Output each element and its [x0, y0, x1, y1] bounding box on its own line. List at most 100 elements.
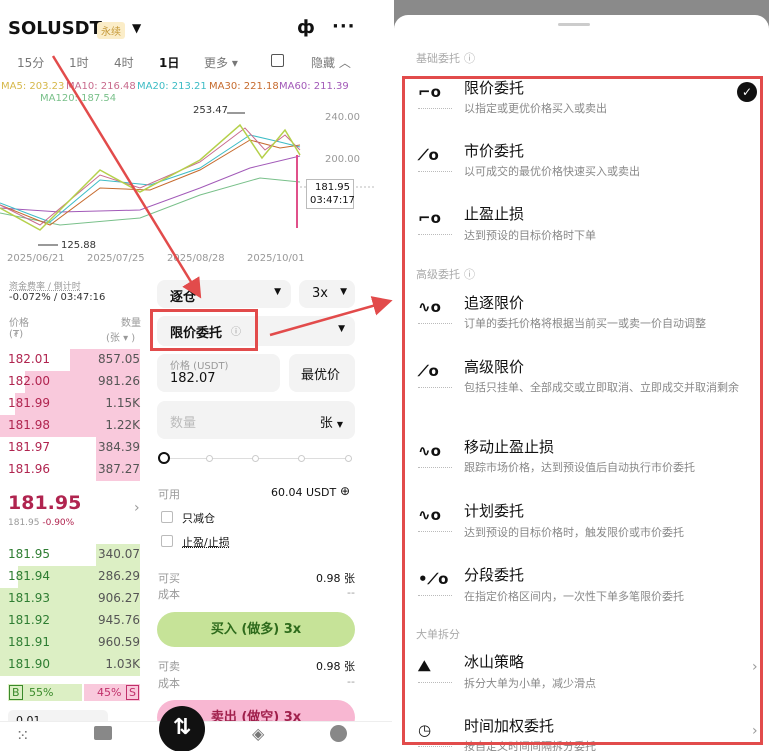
- hide-label: 隐藏: [311, 56, 336, 70]
- bid-row[interactable]: 181.91 960.59: [0, 632, 140, 654]
- slider-stop[interactable]: [206, 455, 213, 462]
- order-price: 181.97: [8, 440, 50, 454]
- info-icon[interactable]: ⓘ: [231, 327, 241, 338]
- buy-label: B: [9, 685, 23, 700]
- date-tick: 2025/08/28: [167, 253, 225, 264]
- order-type-option[interactable]: ⌐o 止盈止损 达到预设的目标价格时下单: [394, 203, 769, 255]
- date-tick: 2025/10/01: [247, 253, 305, 264]
- cost-label: 成本: [158, 588, 180, 601]
- compass-icon[interactable]: ◈: [252, 724, 265, 743]
- order-type-option[interactable]: ⟋o 市价委托 以可成交的最优价格快速买入或卖出: [394, 140, 769, 191]
- mark-price: 181.95: [8, 518, 40, 528]
- depth-bar: [96, 544, 140, 566]
- chevron-right-icon[interactable]: ›: [134, 500, 140, 516]
- trade-swap-icon[interactable]: ⇅: [159, 706, 205, 751]
- info-icon[interactable]: ⓘ: [464, 268, 475, 281]
- ma60-label: MA60: 211.39: [279, 81, 349, 92]
- leverage-value: 3x: [312, 286, 328, 301]
- order-type-option[interactable]: ∿o 移动止盈止损 跟踪市场价格，达到预设值后自动执行市价委托: [394, 436, 769, 487]
- option-title: 止盈止损: [464, 205, 525, 223]
- symbol-title[interactable]: SOLUSDT: [8, 18, 102, 39]
- order-type-option[interactable]: ⛰ 冰山策略 拆分大单为小单，减少滑点 ›: [394, 651, 769, 703]
- order-price: 182.01: [8, 352, 50, 366]
- tp-sl-label[interactable]: 止盈/止损: [182, 536, 230, 549]
- order-price: 181.90: [8, 657, 50, 671]
- order-price: 181.92: [8, 613, 50, 627]
- add-funds-icon[interactable]: ⊕: [340, 484, 351, 498]
- depth-bar: [0, 654, 140, 676]
- order-type-sheet: 基础委托 ⓘ ⌐o 限价委托 以指定或更优价格买入或卖出 ✓ ⟋o 市价委托 以可成交的最优价格…: [394, 0, 769, 751]
- option-desc: 按自定义时间间隔拆分委托: [464, 740, 596, 751]
- order-type-option[interactable]: ∿o 计划委托 达到预设的目标价格时，触发限价或市价委托: [394, 500, 769, 552]
- tp-sl-checkbox[interactable]: [161, 535, 173, 547]
- scaled-order-icon: •⟋o: [418, 570, 452, 596]
- low-label: 125.88: [61, 240, 96, 251]
- reduce-only-checkbox[interactable]: [161, 511, 173, 523]
- order-type-option[interactable]: •⟋o 分段委托 在指定价格区间内，一次性下单多笔限价委托: [394, 564, 769, 616]
- trailing-stop-icon: ∿o: [418, 442, 452, 468]
- tab-4h[interactable]: 4时: [114, 56, 134, 70]
- option-desc: 跟踪市场价格，达到预设值后自动执行市价委托: [464, 461, 695, 474]
- order-qty: 340.07: [98, 547, 140, 561]
- perpetual-badge: 永续: [97, 22, 125, 39]
- sell-pct: 45%: [97, 686, 122, 699]
- qty-unit-select[interactable]: (张 ▾ ): [106, 333, 136, 344]
- buy-pct: 55%: [29, 686, 54, 699]
- price-input[interactable]: 价格 (USDT) 182.07: [157, 354, 280, 392]
- slider-handle[interactable]: [158, 452, 170, 464]
- quantity-input[interactable]: 数量 张 ▼: [157, 401, 355, 439]
- bid-row[interactable]: 181.93 906.27: [0, 588, 140, 610]
- funding-label[interactable]: 资金费率 / 倒计时: [9, 282, 81, 292]
- option-title: 时间加权委托: [464, 717, 555, 735]
- bid-row[interactable]: 181.92 945.76: [0, 610, 140, 632]
- buy-long-button[interactable]: 买入 (做多) 3x: [157, 612, 355, 647]
- order-price: 181.96: [8, 462, 50, 476]
- order-price: 181.94: [8, 569, 50, 583]
- price-chart[interactable]: [0, 100, 375, 250]
- best-price-button[interactable]: 最优价: [289, 354, 355, 392]
- qty-unit-select[interactable]: 张 ▼: [319, 416, 343, 431]
- tab-15m[interactable]: 15分: [17, 56, 45, 70]
- order-type-option[interactable]: ⟋o 高级限价 包括只挂单、全部成交或立即取消、立即成交并取消剩余: [394, 356, 769, 408]
- drag-handle[interactable]: [558, 23, 590, 26]
- section-title: 大单拆分: [416, 628, 460, 641]
- bid-row[interactable]: 181.90 1.03K: [0, 654, 140, 676]
- candlestick-icon[interactable]: ф: [297, 17, 315, 38]
- chart-icon[interactable]: [94, 726, 112, 740]
- slider-stop[interactable]: [298, 455, 305, 462]
- more-icon[interactable]: ···: [332, 16, 356, 37]
- ask-row[interactable]: 181.98 1.22K: [0, 415, 140, 437]
- grid-icon[interactable]: ⁙: [16, 726, 30, 745]
- pie-chart-icon[interactable]: [330, 725, 347, 742]
- hide-chart-button[interactable]: 隐藏 ︿: [311, 56, 351, 70]
- slider-stop[interactable]: [252, 455, 259, 462]
- depth-bar: [0, 588, 140, 610]
- order-price: 182.00: [8, 374, 50, 388]
- chart-settings-icon[interactable]: [271, 54, 284, 67]
- bid-row[interactable]: 181.94 286.29: [0, 566, 140, 588]
- reduce-only-label[interactable]: 只减仓: [182, 512, 215, 525]
- info-icon[interactable]: ⓘ: [464, 52, 475, 65]
- order-type-option[interactable]: ∿o 追逐限价 订单的委托价格将根据当前买一或卖一价自动调整: [394, 292, 769, 343]
- option-title: 高级限价: [464, 358, 525, 376]
- leverage-select[interactable]: 3x ▼: [299, 280, 355, 308]
- order-type-value: 限价委托: [170, 326, 223, 341]
- tab-1d[interactable]: 1日: [159, 56, 180, 70]
- order-type-option[interactable]: ⌐o 限价委托 以指定或更优价格买入或卖出 ✓: [394, 77, 769, 128]
- last-price-sub: 181.95 -0.90%: [8, 518, 74, 528]
- tab-1h[interactable]: 1时: [69, 56, 89, 70]
- cost-value: --: [347, 675, 355, 688]
- order-qty: 981.26: [98, 374, 140, 388]
- price-header: 价格: [9, 318, 29, 329]
- ask-row[interactable]: 181.96 387.27: [0, 459, 140, 481]
- margin-mode-select[interactable]: 逐仓 ▼: [157, 280, 291, 308]
- ask-row[interactable]: 182.00 981.26: [0, 371, 140, 393]
- caret-down-icon[interactable]: ▼: [132, 21, 142, 35]
- ask-row[interactable]: 181.97 384.39: [0, 437, 140, 459]
- ask-row[interactable]: 181.99 1.15K: [0, 393, 140, 415]
- order-type-option[interactable]: ◷ 时间加权委托 按自定义时间间隔拆分委托 ›: [394, 715, 769, 751]
- bid-row[interactable]: 181.95 340.07: [0, 544, 140, 566]
- slider-stop[interactable]: [345, 455, 352, 462]
- ask-row[interactable]: 182.01 857.05: [0, 349, 140, 371]
- tab-more[interactable]: 更多 ▾: [204, 56, 238, 70]
